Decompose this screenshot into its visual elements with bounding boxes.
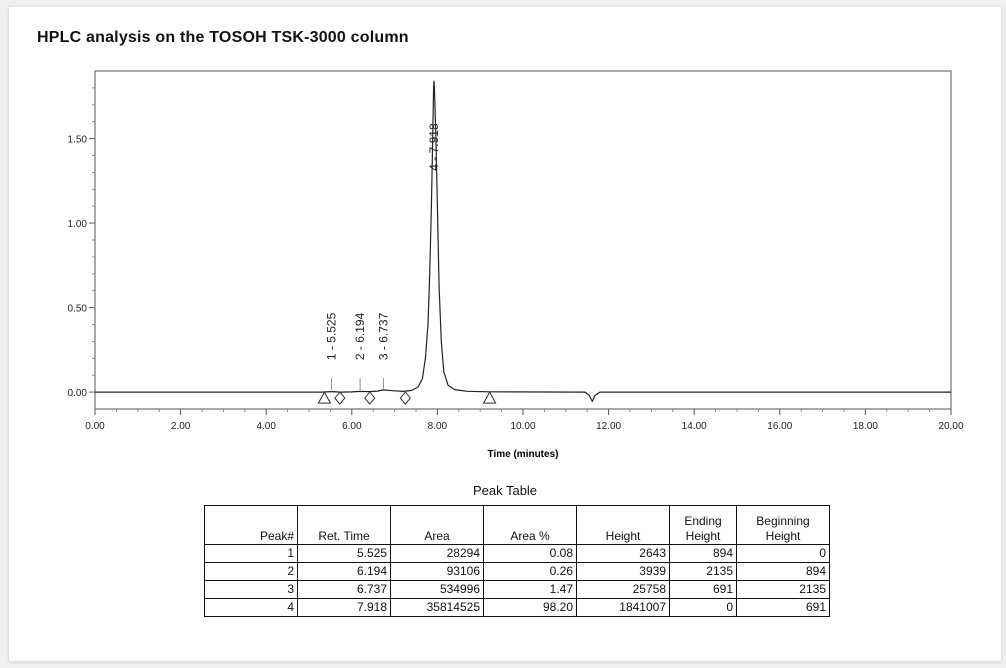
peak-table-header-cell: Area — [390, 505, 484, 545]
x-axis-label: Time (minutes) — [488, 449, 559, 460]
peak-table-cell: 2643 — [576, 544, 670, 563]
peak-table-cell: 3 — [204, 580, 298, 599]
x-tick-label: 8.00 — [428, 421, 448, 432]
x-tick-label: 14.00 — [682, 421, 707, 432]
peak-table-cell: 3939 — [576, 562, 670, 581]
peak-table-cell: 691 — [669, 580, 737, 599]
peak-table-header-row: Peak# Ret. Time Area Area % Height Ending Hei… — [204, 505, 830, 545]
chromatogram-chart: 0.00 2.00 4.00 6.00 8.00 10.00 12.00 14.00 16.00… — [68, 70, 964, 460]
peak-table-header-cell: Area % — [483, 505, 577, 545]
peak-table-cell: 0 — [736, 544, 830, 563]
peak-table-cell: 2 — [204, 562, 298, 581]
peak-table-body: 1 5.525 28294 0.08 2643 894 0 2 6.194 93106 0.26 39… — [204, 544, 830, 617]
peak-table-cell: 691 — [736, 598, 830, 617]
peak-label: 2 - 6.194 — [353, 312, 367, 360]
peak-table-row: 4 7.918 35814525 98.20 1841007 0 691 — [204, 598, 830, 617]
peak-table-cell: 894 — [736, 562, 830, 581]
peak-table-cell: 93106 — [390, 562, 484, 581]
peak-label: 4 - 7.918 — [427, 123, 441, 171]
peak-table-cell: 7.918 — [297, 598, 391, 617]
peak-table-cell: 5.525 — [297, 544, 391, 563]
peak-table-header-cell: Peak# — [204, 505, 298, 545]
x-tick-label: 10.00 — [510, 421, 535, 432]
baseline-triangle-marker — [482, 391, 497, 404]
x-tick-label: 4.00 — [256, 421, 276, 432]
x-tick-label: 2.00 — [171, 421, 191, 432]
peak-diamond-marker — [364, 391, 376, 405]
peak-table-cell: 894 — [669, 544, 737, 563]
peak-table-cell: 0.26 — [483, 562, 577, 581]
peak-diamond-marker — [399, 391, 411, 405]
figure-card: HPLC analysis on the TOSOH TSK-3000 colu… — [8, 6, 1002, 662]
chromatogram-trace — [95, 80, 951, 402]
peak-table-cell: 1 — [204, 544, 298, 563]
peak-table-cell: 534996 — [390, 580, 484, 599]
peak-diamond-marker — [334, 391, 346, 405]
y-tick-label: 0.00 — [68, 388, 88, 399]
peak-table-cell: 2135 — [669, 562, 737, 581]
baseline-triangle-marker — [317, 391, 332, 404]
peak-table-cell: 35814525 — [390, 598, 484, 617]
peak-table-header-cell: Height — [576, 505, 670, 545]
peak-table-row: 2 6.194 93106 0.26 3939 2135 894 — [204, 562, 830, 581]
peak-table-header-cell: Ret. Time — [297, 505, 391, 545]
peak-table-header-cell: Ending Height — [669, 505, 737, 545]
x-tick-label: 6.00 — [342, 421, 362, 432]
peak-table-cell: 25758 — [576, 580, 670, 599]
peak-table-cell: 6.194 — [297, 562, 391, 581]
peak-table-title: Peak Table — [472, 483, 538, 498]
peak-table-header-cell: Beginning Height — [736, 505, 830, 545]
peak-table-cell: 0.08 — [483, 544, 577, 563]
peak-table-row: 1 5.525 28294 0.08 2643 894 0 — [204, 544, 830, 563]
peak-table-cell: 1841007 — [576, 598, 670, 617]
peak-table: Peak# Ret. Time Area Area % Height Ending Hei… — [204, 505, 830, 617]
peak-table-cell: 1.47 — [483, 580, 577, 599]
peak-table-cell: 98.20 — [483, 598, 577, 617]
chart-title: HPLC analysis on the TOSOH TSK-3000 colu… — [37, 29, 409, 46]
peak-table-cell: 4 — [204, 598, 298, 617]
peak-table-cell: 2135 — [736, 580, 830, 599]
peak-table-cell: 6.737 — [297, 580, 391, 599]
x-tick-label: 16.00 — [767, 421, 792, 432]
x-tick-label: 18.00 — [853, 421, 878, 432]
peak-table-row: 3 6.737 534996 1.47 25758 691 2135 — [204, 580, 830, 599]
x-tick-label: 20.00 — [938, 421, 963, 432]
y-tick-label: 0.50 — [68, 304, 88, 315]
peak-table-cell: 0 — [669, 598, 737, 617]
peak-label: 1 - 5.525 — [324, 312, 338, 360]
peak-label: 3 - 6.737 — [376, 312, 390, 360]
x-tick-label: 0.00 — [85, 421, 105, 432]
y-tick-label: 1.50 — [68, 135, 88, 146]
x-tick-label: 12.00 — [596, 421, 621, 432]
y-tick-label: 1.00 — [68, 219, 88, 230]
plot-area — [94, 70, 952, 410]
peak-table-cell: 28294 — [390, 544, 484, 563]
